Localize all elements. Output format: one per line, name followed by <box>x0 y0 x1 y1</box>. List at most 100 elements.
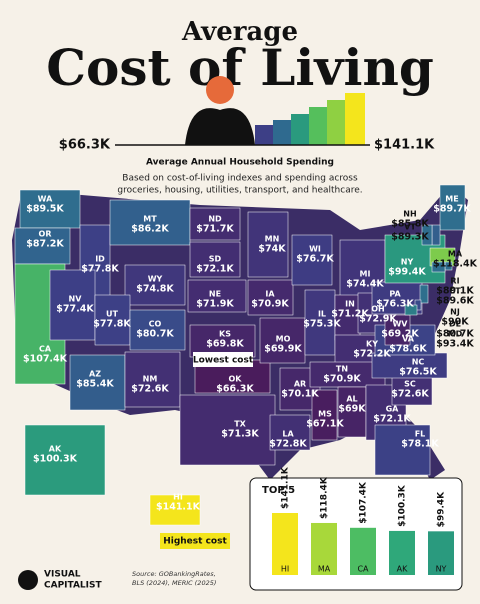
state-shape <box>384 314 411 346</box>
state-abbr: WA <box>38 195 53 204</box>
state-shape <box>259 317 306 364</box>
state-value: $69.2K <box>381 329 419 340</box>
state-shape <box>14 227 71 265</box>
state-abbr: NE <box>209 290 221 299</box>
top5-value: $141.1K <box>281 466 291 509</box>
state-abbr: CT <box>449 287 461 296</box>
state-value: $66.3K <box>216 384 254 395</box>
state-shape <box>19 189 81 229</box>
state-value: $89.5K <box>26 204 64 215</box>
state-value: $74.4K <box>346 279 384 290</box>
top5-value: $100.3K <box>398 484 408 527</box>
callout-box <box>193 352 253 367</box>
state-value: $89.3K <box>391 232 429 243</box>
top5-value: $107.4K <box>359 481 369 524</box>
state-abbr: OR <box>39 230 52 239</box>
state-shape <box>431 224 441 246</box>
state-abbr: OH <box>371 305 385 314</box>
state-value: $100.3K <box>33 454 78 465</box>
source: BLS (2024), MERIC (2025) <box>132 579 216 587</box>
state-value: $87.2K <box>26 239 64 250</box>
logo <box>18 570 38 590</box>
state-abbr: UT <box>106 310 118 319</box>
state-shape <box>304 289 336 356</box>
brand: CAPITALIST <box>44 581 102 591</box>
state-value: $72.9K <box>359 314 397 325</box>
state-abbr: NM <box>143 375 158 384</box>
state-abbr: TX <box>234 420 246 429</box>
state-value: $74K <box>258 244 286 255</box>
top5-category: AK <box>397 565 408 574</box>
state-abbr: MS <box>318 410 332 419</box>
state-value: $69K <box>338 404 366 415</box>
state-value: $85.8K <box>391 219 429 230</box>
state-abbr: HI <box>173 493 183 502</box>
state-abbr: WI <box>309 245 321 254</box>
state-abbr: IA <box>265 290 275 299</box>
top5-category: NY <box>436 565 447 574</box>
state-abbr: MI <box>360 270 371 279</box>
state-value: $72.8K <box>269 439 307 450</box>
legend-steps <box>115 76 370 146</box>
top5-bar <box>350 527 376 575</box>
state-abbr: VA <box>402 335 415 344</box>
state-value: $93.4K <box>436 339 474 350</box>
state-value: $80.7K <box>436 329 474 340</box>
state-shape <box>189 324 256 358</box>
state-abbr: ND <box>208 215 222 224</box>
state-shape <box>419 284 429 304</box>
state-shape <box>189 207 241 241</box>
state-abbr: MA <box>448 250 463 259</box>
state-value: $76.3K <box>376 299 414 310</box>
state-shape <box>247 279 294 316</box>
state-value: $107.4K <box>23 354 68 365</box>
state-abbr: WV <box>392 320 408 329</box>
state-abbr: CO <box>149 320 162 329</box>
top5-bar <box>272 513 298 575</box>
scale-min: $66.3K <box>59 138 111 153</box>
state-abbr: NH <box>403 210 416 219</box>
state-abbr: NV <box>69 295 83 304</box>
state-shape <box>269 414 311 451</box>
state-shape <box>431 261 446 273</box>
state-value: $70.9K <box>251 299 289 310</box>
state-shape <box>391 376 433 406</box>
state-abbr: MN <box>265 235 280 244</box>
state-value: $70.9K <box>323 374 361 385</box>
state-value: $85.4K <box>76 379 114 390</box>
state-shape <box>129 309 186 351</box>
state-abbr: ID <box>95 255 105 264</box>
state-value: $69.9K <box>264 344 302 355</box>
top5-category: CA <box>357 565 369 574</box>
state-value: $78.1K <box>401 439 439 450</box>
state-value: $118.4K <box>433 259 478 270</box>
source: Source: GOBankingRates, <box>132 570 216 578</box>
state-shape <box>124 351 181 408</box>
state-abbr: FL <box>415 430 426 439</box>
state-value: $77.8K <box>81 264 119 275</box>
state-abbr: ME <box>445 195 458 204</box>
state-shape <box>69 354 126 411</box>
title-top: Average <box>181 17 298 47</box>
title-main: Cost of Living <box>46 38 434 97</box>
state-shape <box>404 304 418 316</box>
state-shape <box>374 424 431 476</box>
state-abbr: OK <box>229 375 243 384</box>
state-value: $89.1K <box>436 286 474 297</box>
state-value: $90K <box>441 317 469 328</box>
top5-title: TOP 5 <box>262 485 295 496</box>
state-shape <box>179 394 276 466</box>
state-value: $86.2K <box>131 224 169 235</box>
state-shape <box>124 264 186 306</box>
state-abbr: PA <box>389 290 401 299</box>
state-value: $74.8K <box>136 284 174 295</box>
state-shape <box>149 494 201 526</box>
state-shape <box>247 211 289 278</box>
state-shape <box>311 389 338 441</box>
state-value: $76.7K <box>296 254 334 265</box>
top5-category: MA <box>318 565 331 574</box>
state-value: $80.7K <box>136 329 174 340</box>
state-shape <box>24 424 106 496</box>
state-abbr: SC <box>404 380 416 389</box>
